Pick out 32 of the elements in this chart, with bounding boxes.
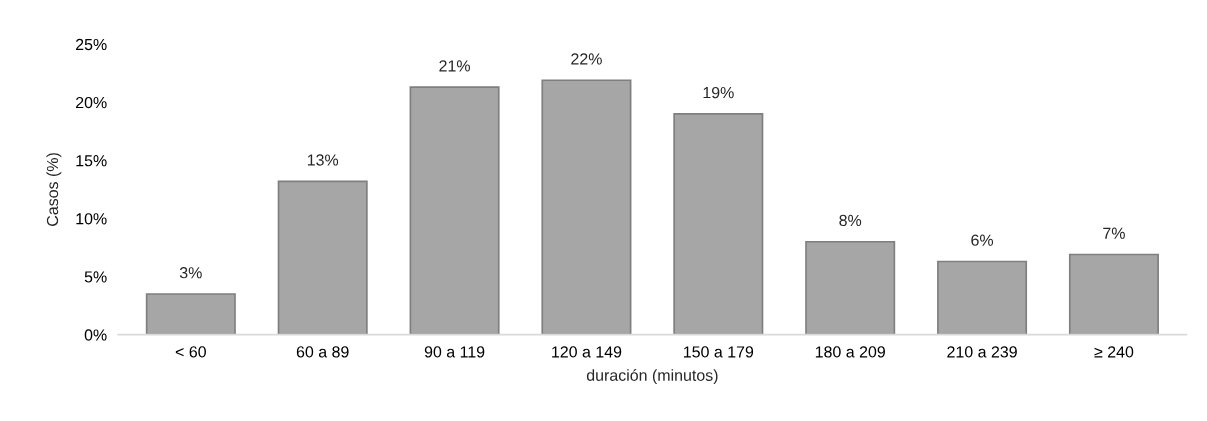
bar: [145, 293, 236, 335]
bar: [1068, 253, 1159, 335]
bar: [409, 86, 500, 335]
x-tick-label: 120 a 149: [552, 346, 622, 358]
data-label: 8%: [839, 214, 862, 227]
x-tick-label: ≥ 240: [1094, 346, 1134, 358]
y-tick-label: 20%: [76, 96, 107, 109]
y-axis-title: Casos (%): [46, 153, 62, 226]
x-axis-title: duración (minutos): [586, 369, 718, 385]
x-tick-label: < 60: [175, 346, 206, 358]
y-tick-label: 5%: [84, 271, 107, 283]
x-tick-label: 60 a 89: [296, 346, 349, 358]
data-label: 7%: [1103, 227, 1125, 239]
x-tick-label: 210 a 239: [947, 346, 1017, 358]
data-label: 19%: [703, 86, 734, 99]
x-tick-label: 90 a 119: [424, 346, 485, 358]
data-label: 6%: [971, 234, 994, 246]
bar: [277, 180, 368, 335]
data-label: 22%: [571, 53, 602, 65]
y-tick-label: 15%: [76, 155, 107, 167]
bar: [805, 240, 896, 335]
y-tick-label: 0%: [84, 329, 107, 341]
data-label: 21%: [439, 60, 470, 72]
bar: [937, 260, 1028, 335]
data-label: 13%: [307, 154, 339, 166]
x-tick-label: 150 a 179: [684, 346, 754, 358]
data-label: 3%: [179, 267, 202, 279]
bar: [541, 79, 632, 335]
bar: [673, 113, 764, 335]
x-tick-label: 180 a 209: [815, 346, 885, 358]
y-tick-label: 25%: [76, 38, 107, 51]
y-tick-label: 10%: [76, 213, 107, 225]
